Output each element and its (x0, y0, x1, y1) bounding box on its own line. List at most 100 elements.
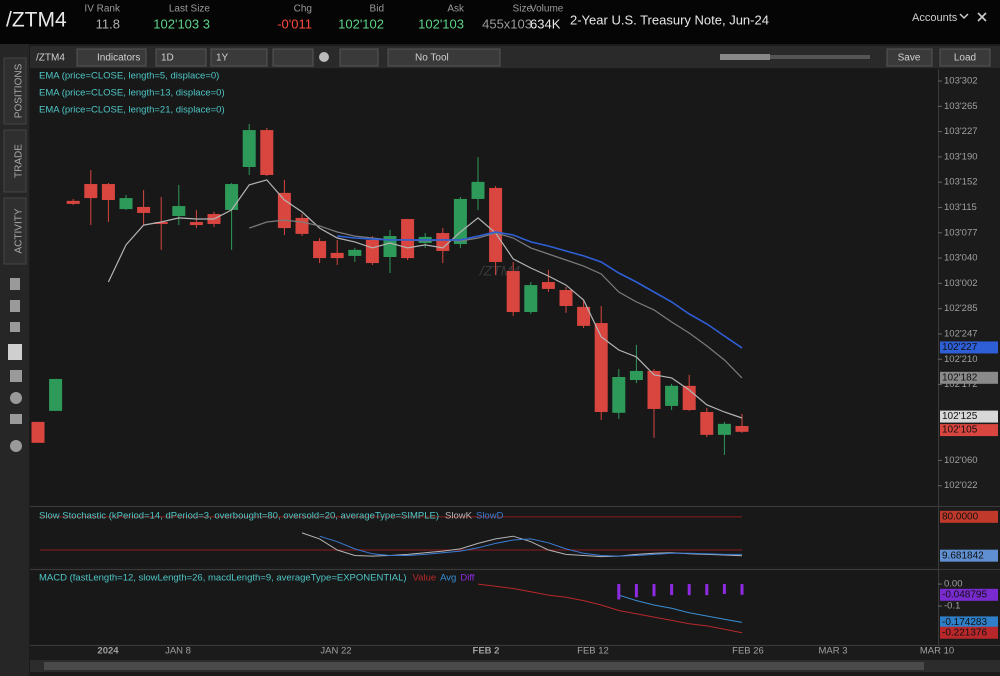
icon[interactable] (10, 300, 20, 312)
candle-body (594, 323, 608, 412)
zoom-slider[interactable] (720, 55, 870, 59)
icon[interactable] (10, 370, 22, 382)
tab-label[interactable]: POSITIONS (14, 63, 25, 118)
icon[interactable] (8, 344, 22, 360)
range-dropdown[interactable] (210, 48, 268, 67)
study-title: Slow Stochastic (kPeriod=14, dPeriod=3, … (39, 511, 439, 522)
y-tick-label: 103'152 (944, 177, 978, 188)
accounts-menu[interactable]: Accounts (912, 12, 958, 24)
diff-bar (740, 584, 744, 595)
field-value: 634K (530, 16, 561, 31)
candle-body (453, 198, 467, 245)
toolbar-symbol[interactable]: /ZTM4 (36, 53, 65, 64)
field-label: Chg (294, 4, 312, 15)
header-bar (0, 0, 1000, 44)
icon[interactable] (10, 322, 20, 332)
indicators-button[interactable] (76, 48, 147, 67)
field-value: 102'103 3 (153, 16, 210, 31)
tab[interactable] (3, 197, 27, 265)
load-label[interactable]: Load (954, 53, 976, 64)
aggregation-label[interactable]: 1D (161, 53, 174, 64)
y-tick-label: 102'247 (944, 328, 978, 339)
indicators-label[interactable]: Indicators (97, 53, 140, 64)
legend-entry: EMA (price=CLOSE, length=13, displace=0) (39, 88, 225, 99)
candle-body (541, 282, 555, 289)
scroll-thumb[interactable] (44, 662, 924, 670)
series-line (249, 219, 743, 379)
stochastic-panel (30, 508, 938, 567)
candle-body (277, 192, 291, 229)
tab-label[interactable]: TRADE (14, 144, 25, 178)
y-tick-label: 0.00 (944, 579, 963, 590)
diff-bar (634, 584, 638, 598)
value-badge (940, 549, 998, 562)
chevron[interactable] (959, 13, 969, 20)
candle-body (401, 219, 415, 259)
field-label: Size (513, 4, 533, 15)
range-label[interactable]: 1Y (216, 53, 229, 64)
time-axis: 2024 JAN 8 JAN 22 FEB 2 FEB 12 FEB 26 MAR 3 MAR… (97, 646, 954, 657)
candle-body (717, 423, 731, 435)
candle-body (172, 206, 186, 216)
diff-bar (722, 584, 726, 594)
legend-entry: EMA (price=CLOSE, length=21, displace=0) (39, 105, 225, 116)
y-tick-label: 102'210 (944, 354, 978, 365)
tab[interactable] (3, 129, 27, 193)
tab-label[interactable]: ACTIVITY (14, 208, 25, 253)
icon[interactable] (10, 278, 20, 290)
candle-body (700, 411, 714, 435)
candle-body (242, 130, 256, 167)
series-line (319, 535, 742, 557)
aggregation-dropdown[interactable] (155, 48, 207, 67)
tool-dropdown[interactable] (387, 48, 501, 67)
field-value: -0'011 (277, 16, 312, 31)
candle-body (154, 222, 168, 224)
symbol: /ZTM4 (6, 9, 67, 32)
value-badge-label: -0.221376 (942, 627, 987, 638)
macd-panel (30, 571, 938, 644)
candle-body (84, 184, 98, 199)
style-dropdown[interactable] (272, 48, 314, 67)
legend-entry: Avg (440, 573, 456, 584)
series-line (337, 231, 743, 349)
icon[interactable] (10, 392, 22, 404)
candle-body (682, 385, 696, 411)
time-label: MAR 3 (818, 646, 847, 657)
value-badge (940, 616, 998, 629)
zoom-handle[interactable] (720, 54, 770, 60)
candle-body (225, 184, 239, 210)
time-label: JAN 8 (165, 646, 191, 657)
candle-body (471, 181, 485, 199)
icon[interactable] (10, 440, 22, 452)
field-value: 11.8 (96, 16, 120, 31)
value-badge (940, 410, 998, 423)
save-button[interactable] (886, 48, 933, 67)
value-badge-label: -0.048795 (942, 589, 987, 600)
value-badge (940, 371, 998, 384)
load-button[interactable] (939, 48, 991, 67)
legend-entry: Value (413, 573, 437, 584)
close-icon[interactable] (977, 12, 987, 22)
y-tick-label: 102'060 (944, 455, 978, 466)
y-tick-label: 103'227 (944, 126, 978, 137)
candle-body (330, 252, 344, 259)
drawings-dropdown[interactable] (339, 48, 379, 67)
time-label: FEB 12 (577, 646, 609, 657)
value-badge (940, 341, 998, 354)
icon[interactable] (10, 414, 22, 424)
save-label[interactable]: Save (898, 53, 921, 64)
settings-icon[interactable] (319, 52, 329, 62)
diff-bar (652, 584, 656, 597)
value-badge-label: 80.0000 (942, 511, 979, 522)
candle-body (559, 290, 573, 306)
diff-bar (670, 584, 674, 596)
candle-body (295, 217, 309, 234)
candle-body (260, 130, 274, 175)
time-label: 2024 (97, 646, 119, 657)
series-line (477, 583, 743, 634)
tab[interactable] (3, 57, 27, 125)
field-label: Volume (530, 4, 564, 15)
tool-label[interactable]: No Tool (415, 53, 449, 64)
value-badge-label: 102'125 (942, 411, 978, 422)
diff-bar (687, 584, 691, 596)
